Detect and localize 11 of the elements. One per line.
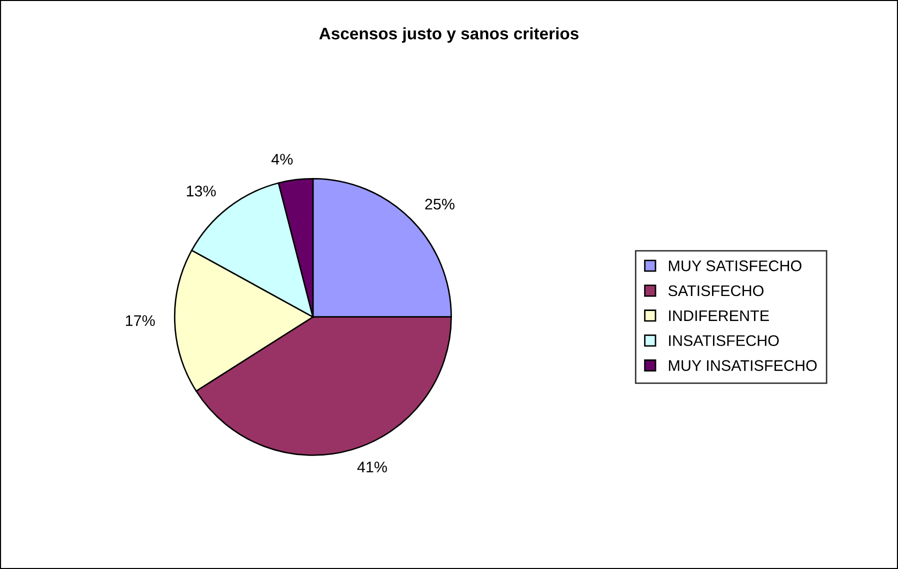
data-label: 25% bbox=[425, 198, 454, 210]
legend-label: INSATISFECHO bbox=[669, 335, 779, 346]
legend-label: MUY INSATISFECHO bbox=[668, 360, 817, 371]
chart-title: Ascensos justo y sanos criterios bbox=[319, 27, 578, 43]
data-label: 41% bbox=[357, 462, 387, 472]
data-label: 13% bbox=[186, 186, 216, 196]
data-label: 4% bbox=[271, 154, 293, 165]
legend-label: INDIFERENTE bbox=[669, 310, 769, 321]
legend-label: SATISFECHO bbox=[668, 285, 764, 296]
legend-label: MUY SATISFECHO bbox=[668, 260, 802, 272]
data-label: 17% bbox=[126, 315, 155, 326]
